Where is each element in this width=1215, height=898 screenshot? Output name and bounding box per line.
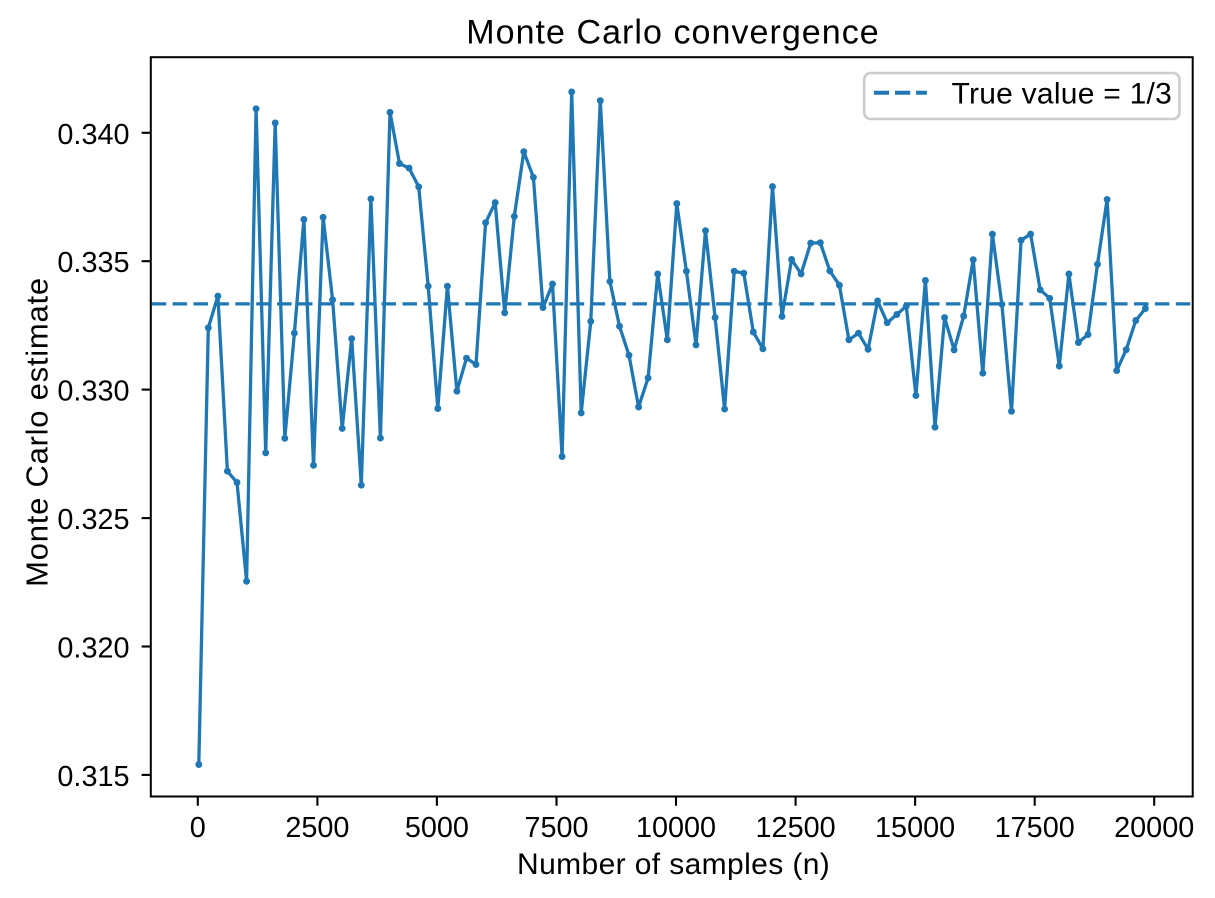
svg-text:0.325: 0.325 (57, 504, 129, 536)
svg-text:5000: 5000 (405, 812, 469, 844)
svg-text:True value = 1/3: True value = 1/3 (952, 78, 1173, 111)
svg-text:0.315: 0.315 (57, 761, 129, 793)
svg-text:0.335: 0.335 (57, 247, 129, 279)
svg-text:0.340: 0.340 (57, 119, 129, 151)
svg-text:7500: 7500 (524, 812, 588, 844)
svg-text:Number of samples (n): Number of samples (n) (517, 848, 830, 881)
svg-text:20000: 20000 (1114, 812, 1194, 844)
svg-text:Monte Carlo convergence: Monte Carlo convergence (466, 13, 879, 51)
svg-text:0.320: 0.320 (57, 633, 129, 665)
svg-text:15000: 15000 (875, 812, 955, 844)
svg-text:Monte Carlo estimate: Monte Carlo estimate (20, 277, 55, 587)
svg-text:17500: 17500 (995, 812, 1075, 844)
svg-text:0.330: 0.330 (57, 376, 129, 408)
svg-text:2500: 2500 (285, 812, 349, 844)
svg-text:12500: 12500 (756, 812, 836, 844)
svg-text:0: 0 (190, 812, 206, 844)
svg-text:10000: 10000 (636, 812, 716, 844)
